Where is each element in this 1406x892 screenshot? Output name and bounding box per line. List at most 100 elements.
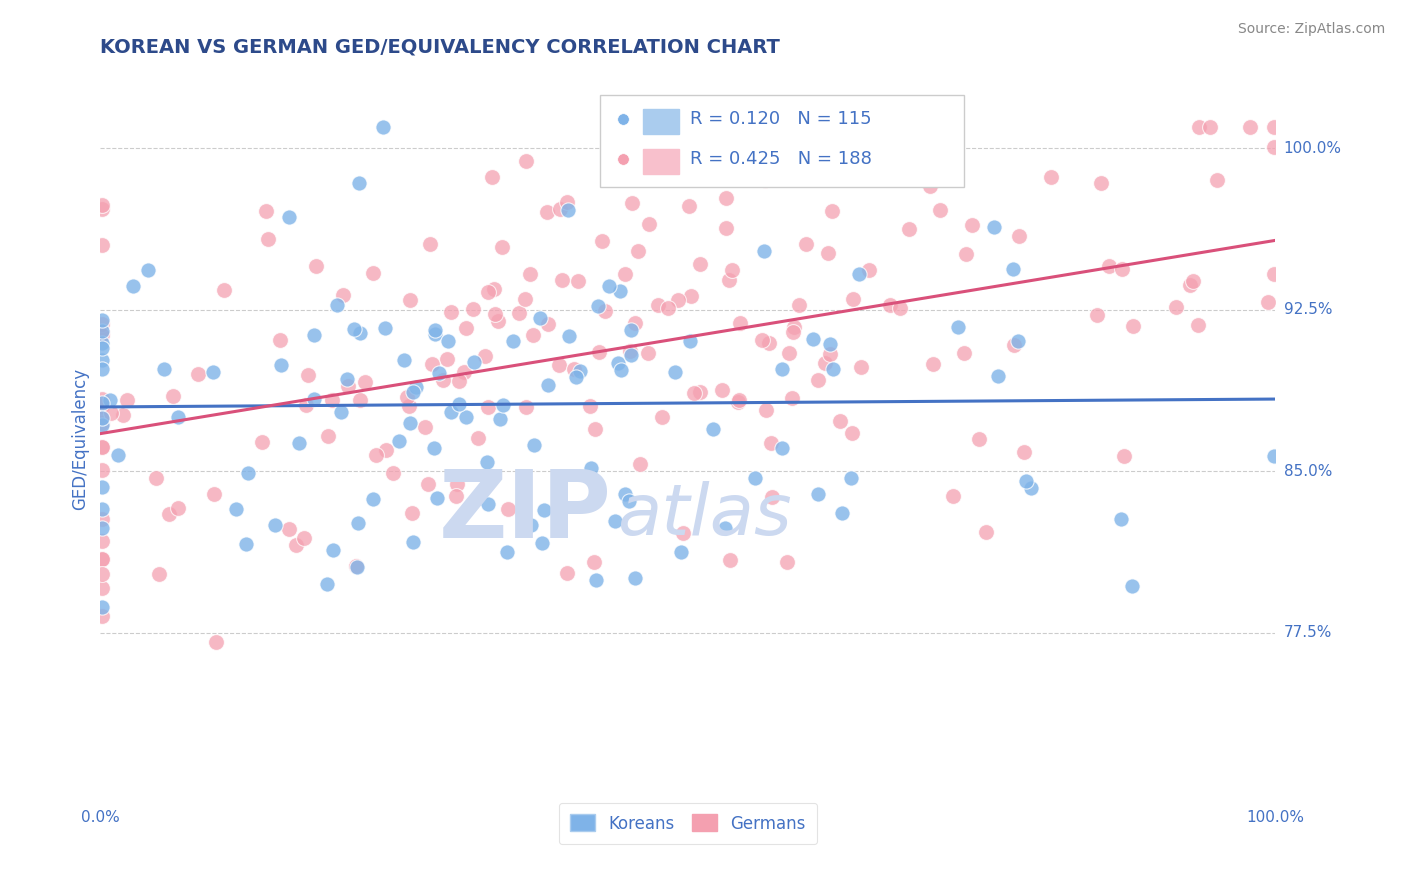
Point <box>235 536 257 550</box>
Point <box>347 516 370 530</box>
Point <box>530 536 553 550</box>
Text: R = 0.425   N = 188: R = 0.425 N = 188 <box>690 151 872 169</box>
Point <box>987 368 1010 383</box>
Point <box>349 392 371 407</box>
Text: atlas: atlas <box>617 482 792 550</box>
Point <box>1263 140 1285 154</box>
Point <box>751 333 773 347</box>
Point <box>879 298 901 312</box>
Point <box>402 385 425 400</box>
Point <box>761 490 783 504</box>
Point <box>974 524 997 539</box>
Point <box>90 411 112 425</box>
Point <box>90 552 112 566</box>
Point <box>346 560 368 574</box>
Point <box>145 471 167 485</box>
Point <box>90 416 112 430</box>
Point <box>477 401 499 415</box>
Point <box>90 353 112 368</box>
Point <box>453 365 475 379</box>
Point <box>689 384 711 399</box>
Point <box>152 362 174 376</box>
Point <box>778 346 800 360</box>
Point <box>484 282 506 296</box>
Point <box>90 411 112 425</box>
Point <box>758 336 780 351</box>
Point <box>322 542 344 557</box>
Point <box>492 398 515 412</box>
Point <box>201 365 224 379</box>
Point <box>515 153 537 168</box>
Point <box>90 440 112 454</box>
Point <box>90 324 112 338</box>
Point <box>257 232 280 246</box>
Point <box>321 393 343 408</box>
Point <box>637 346 659 360</box>
Point <box>162 389 184 403</box>
Point <box>814 356 837 370</box>
Point <box>679 289 702 303</box>
Point <box>419 236 441 251</box>
Point <box>807 487 830 501</box>
Point <box>1263 267 1285 281</box>
Point <box>585 573 607 587</box>
Point <box>523 437 546 451</box>
Point <box>1178 277 1201 292</box>
Point <box>1109 512 1132 526</box>
FancyBboxPatch shape <box>644 149 679 174</box>
Point <box>1004 338 1026 352</box>
Point <box>783 320 806 334</box>
Point <box>1164 300 1187 314</box>
Point <box>423 322 446 336</box>
Point <box>700 161 723 176</box>
Point <box>547 358 569 372</box>
Text: 77.5%: 77.5% <box>1284 625 1331 640</box>
Point <box>586 299 609 313</box>
Point <box>405 380 427 394</box>
Point <box>366 448 388 462</box>
Point <box>922 120 945 134</box>
Point <box>626 244 648 259</box>
Point <box>167 501 190 516</box>
Point <box>100 406 122 420</box>
Point <box>776 555 799 569</box>
Point <box>1112 449 1135 463</box>
Point <box>651 409 673 424</box>
Point <box>609 284 631 298</box>
Point <box>423 326 446 341</box>
Point <box>820 336 842 351</box>
Point <box>98 393 121 408</box>
Point <box>205 635 228 649</box>
Point <box>413 419 436 434</box>
Point <box>399 293 422 307</box>
Point <box>555 566 578 581</box>
Point <box>343 322 366 336</box>
Text: ZIP: ZIP <box>439 467 612 558</box>
Point <box>727 395 749 409</box>
Point <box>1205 173 1227 187</box>
Text: Source: ZipAtlas.com: Source: ZipAtlas.com <box>1237 22 1385 37</box>
Point <box>1007 334 1029 348</box>
Point <box>619 323 641 337</box>
Point <box>361 492 384 507</box>
Text: 92.5%: 92.5% <box>1284 302 1333 318</box>
Point <box>167 409 190 424</box>
Point <box>295 398 318 412</box>
Point <box>898 221 921 235</box>
Point <box>439 405 461 419</box>
Point <box>617 494 640 508</box>
Point <box>831 506 853 520</box>
Point <box>612 277 634 291</box>
Point <box>768 120 790 134</box>
Point <box>318 428 340 442</box>
Point <box>1263 449 1285 463</box>
Point <box>1182 274 1205 288</box>
Point <box>772 121 794 136</box>
Point <box>90 480 112 494</box>
Point <box>90 566 112 581</box>
Point <box>236 467 259 481</box>
Point <box>818 347 841 361</box>
Point <box>730 316 752 330</box>
Point <box>702 422 724 436</box>
Point <box>90 396 112 410</box>
